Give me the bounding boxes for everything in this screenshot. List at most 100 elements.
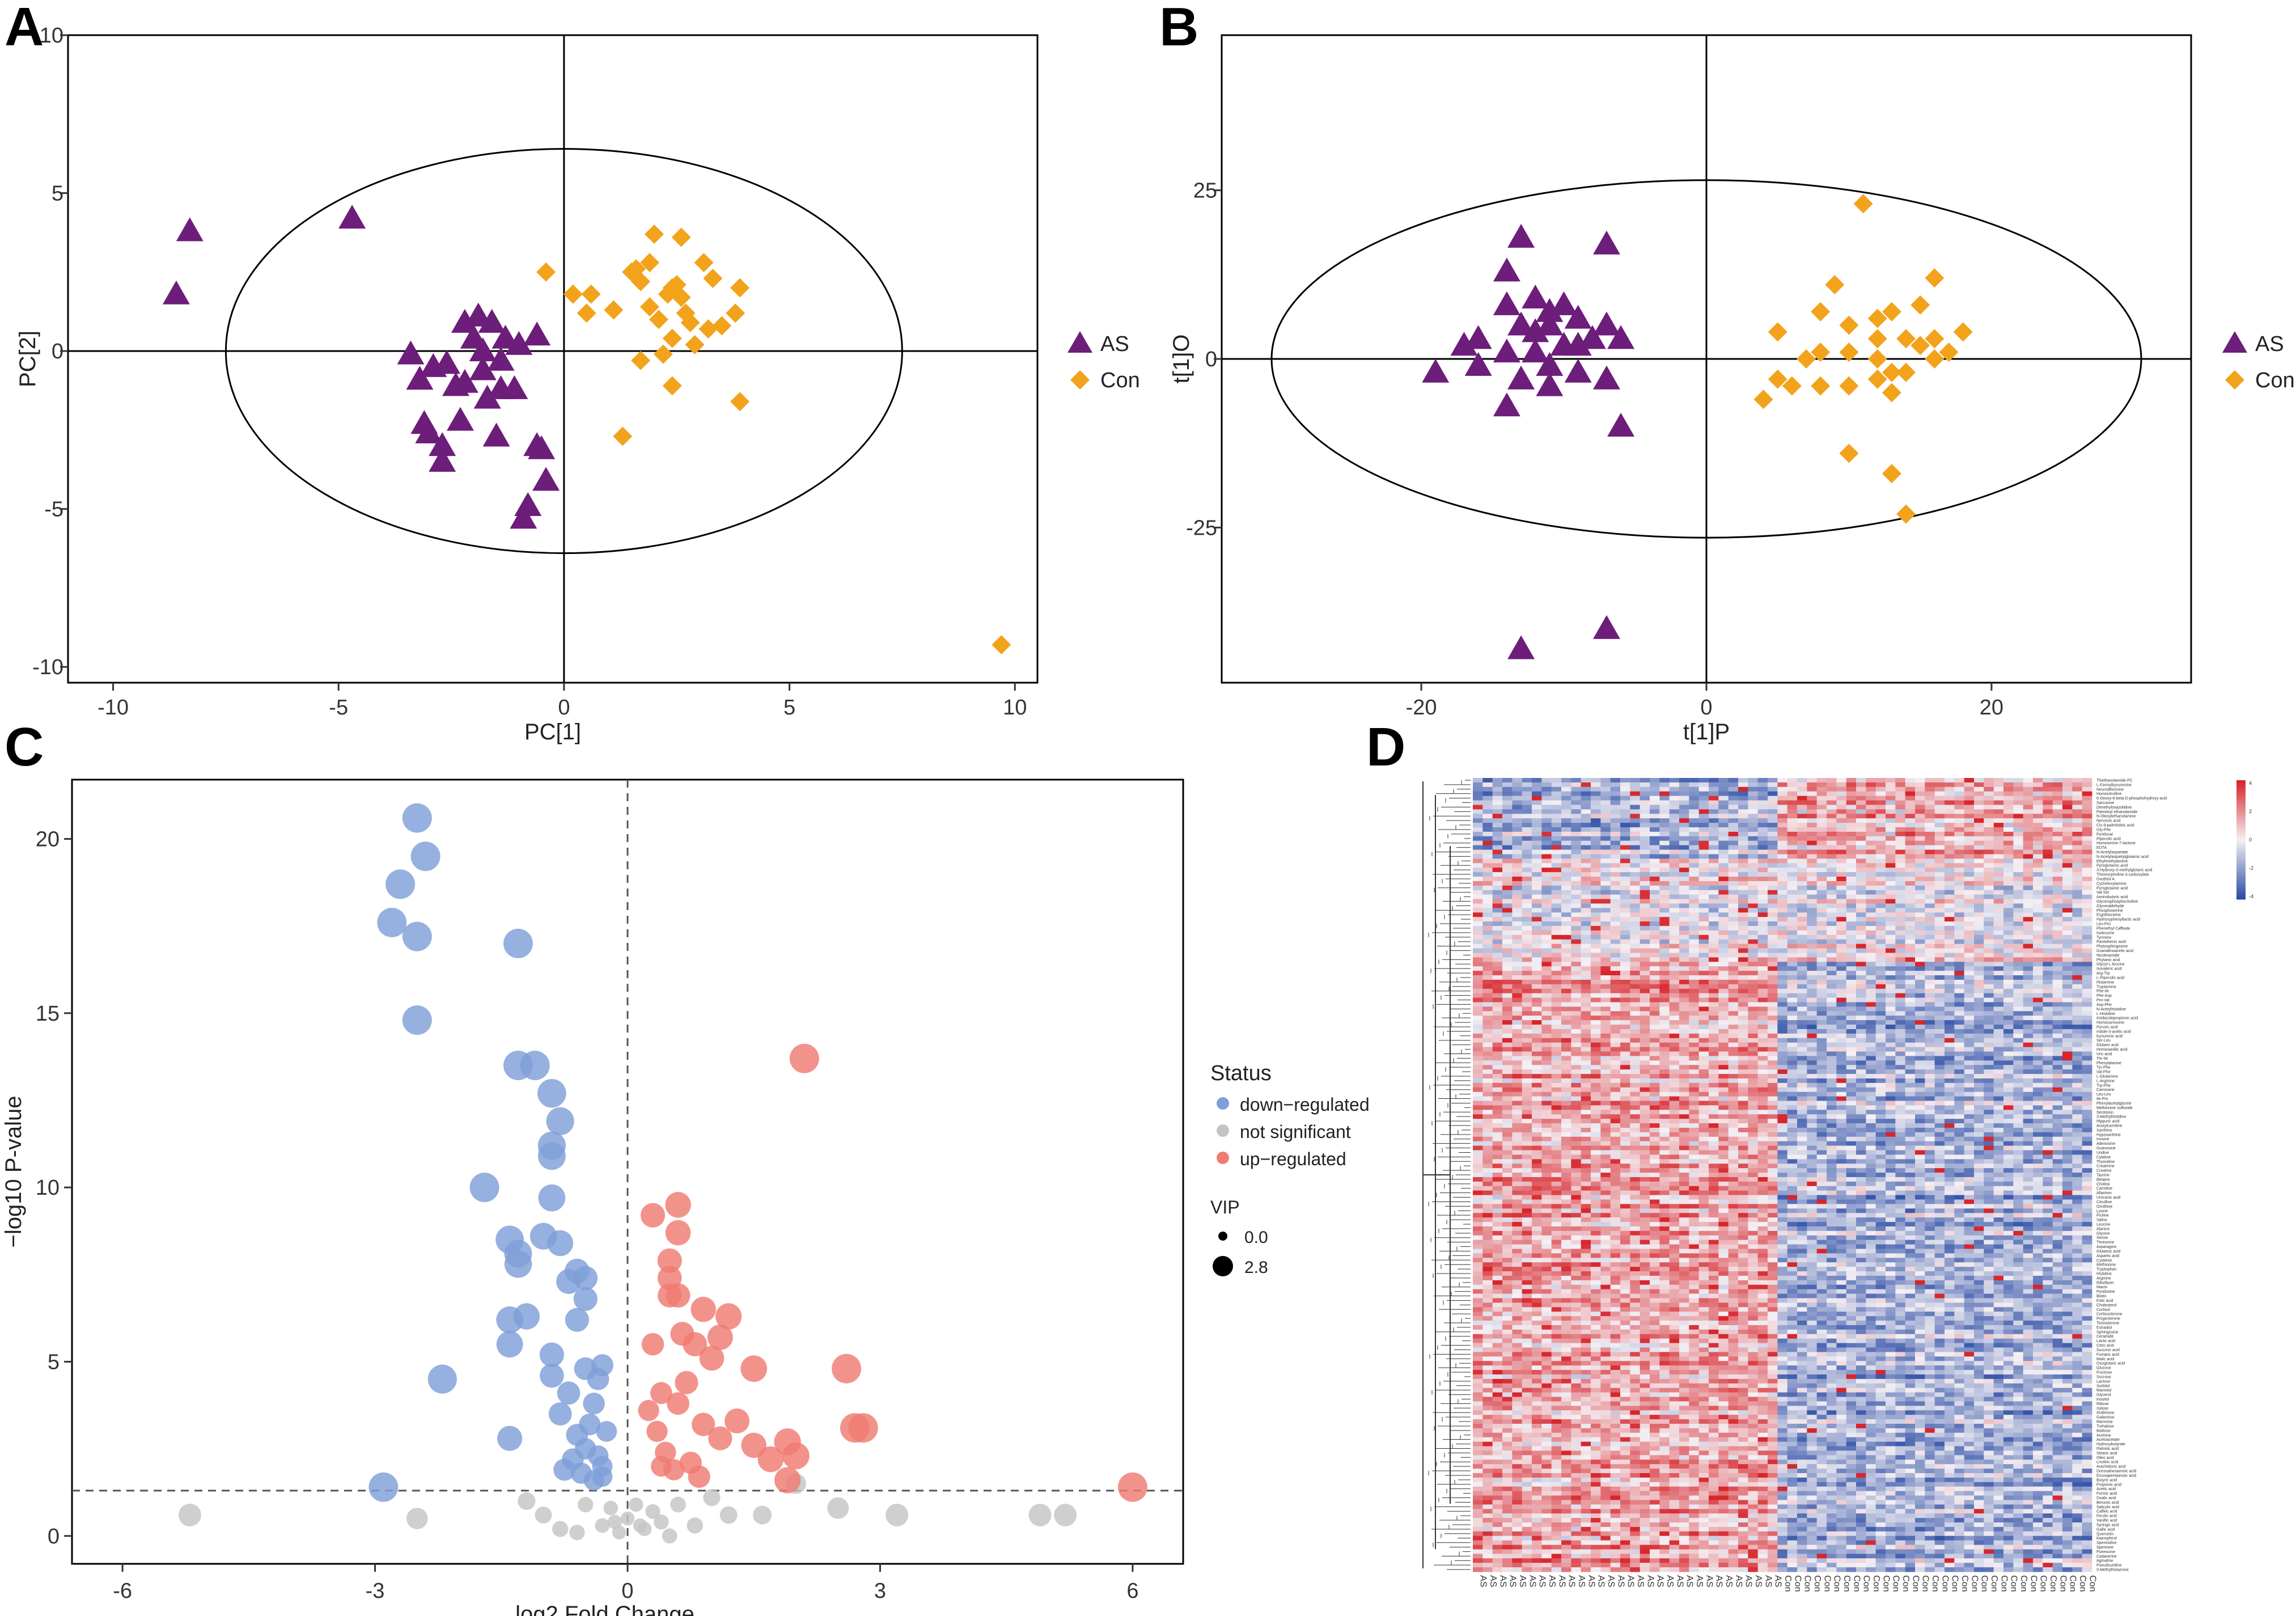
heatmap-cell [2023, 908, 2034, 913]
heatmap-cell [2072, 1051, 2083, 1056]
heatmap-cell [2023, 899, 2034, 904]
heatmap-cell [1993, 979, 2004, 985]
heatmap-cell [2013, 1092, 2024, 1097]
heatmap-cell [1561, 894, 1571, 899]
heatmap-cell [1571, 1033, 1582, 1039]
heatmap-cell [1482, 885, 1493, 891]
heatmap-cell [1610, 1025, 1621, 1030]
heatmap-cell [2052, 1011, 2063, 1016]
heatmap-cell [1659, 1096, 1670, 1101]
heatmap-cell [1787, 1069, 1798, 1074]
heatmap-cell [1846, 1002, 1857, 1007]
heatmap-cell [1561, 1087, 1571, 1093]
heatmap-cell [1620, 1011, 1630, 1016]
heatmap-cell [1689, 979, 1700, 985]
heatmap-cell [1689, 971, 1700, 976]
heatmap-cell [2052, 948, 2063, 953]
heatmap-cell [1738, 934, 1748, 940]
heatmap-cell [1915, 975, 1925, 980]
heatmap-cell [1561, 877, 1571, 882]
heatmap-cell [1532, 818, 1542, 823]
heatmap-cell [2033, 881, 2043, 886]
heatmap-cell [1620, 903, 1630, 908]
heatmap-cell [1797, 831, 1807, 837]
heatmap-cell [1875, 908, 1886, 913]
data-point-con [1753, 390, 1773, 409]
heatmap-cell [1787, 836, 1798, 841]
heatmap-cell [1718, 858, 1729, 864]
heatmap-cell [1777, 948, 1788, 953]
heatmap-cell [1728, 979, 1739, 985]
heatmap-cell [1797, 858, 1807, 864]
heatmap-cell [1797, 868, 1807, 873]
heatmap-cell [1561, 863, 1571, 868]
heatmap-cell [1581, 1033, 1591, 1039]
heatmap-cell [1581, 786, 1591, 792]
heatmap-cell [1709, 926, 1719, 931]
heatmap-cell [1954, 863, 1965, 868]
heatmap-cell [1787, 1060, 1798, 1065]
heatmap-cell [2082, 984, 2092, 989]
heatmap-cell [1709, 997, 1719, 1002]
heatmap-cell [1797, 988, 1807, 994]
heatmap-cell [1807, 1033, 1818, 1039]
heatmap-cell [1875, 778, 1886, 783]
heatmap-cell [1718, 962, 1729, 967]
heatmap-cell [1875, 917, 1886, 922]
heatmap-cell [1482, 1082, 1493, 1088]
heatmap-cell [1482, 948, 1493, 953]
heatmap-cell [1522, 809, 1532, 814]
heatmap-cell [1551, 1092, 1562, 1097]
heatmap-cell [1993, 997, 2004, 1002]
heatmap-cell [1905, 908, 1916, 913]
heatmap-cell [1709, 1101, 1719, 1106]
heatmap-cell [1954, 868, 1965, 873]
heatmap-cell [1777, 953, 1788, 958]
heatmap-cell [1709, 805, 1719, 810]
heatmap-cell [2023, 877, 2034, 882]
heatmap-cell [1679, 863, 1689, 868]
heatmap-cell [1659, 984, 1670, 989]
heatmap-cell [1482, 930, 1493, 936]
heatmap-cell [1895, 1092, 1906, 1097]
heatmap-cell [1895, 908, 1906, 913]
heatmap-cell [1610, 979, 1621, 985]
heatmap-cell [1777, 1038, 1788, 1043]
heatmap-cell [1738, 1029, 1748, 1034]
heatmap-cell [1934, 1078, 1945, 1084]
heatmap-cell [2023, 1101, 2034, 1106]
heatmap-cell [1709, 957, 1719, 962]
heatmap-cell [1797, 1025, 1807, 1030]
heatmap-cell [1689, 814, 1700, 819]
heatmap-cell [2013, 823, 2024, 828]
heatmap-cell [1669, 1002, 1680, 1007]
heatmap-cell [1846, 1051, 1857, 1056]
heatmap-cell [1689, 903, 1700, 908]
heatmap-cell [1797, 917, 1807, 922]
data-point-as [1592, 230, 1620, 255]
heatmap-cell [1807, 849, 1818, 854]
heatmap-cell [2003, 827, 2014, 832]
heatmap-cell [1610, 778, 1621, 783]
heatmap-cell [1581, 1101, 1591, 1106]
heatmap-cell [1669, 1082, 1680, 1088]
heatmap-cell [1709, 1016, 1719, 1021]
heatmap-cell [1482, 988, 1493, 994]
heatmap-cell [1482, 1033, 1493, 1039]
heatmap-cell [1571, 1025, 1582, 1030]
heatmap-cell [1541, 823, 1552, 828]
heatmap-cell [1984, 1065, 1994, 1070]
heatmap-cell [1836, 971, 1847, 976]
heatmap-cell [1905, 868, 1916, 873]
heatmap-cell [2003, 948, 2014, 953]
heatmap-cell [1551, 854, 1562, 859]
heatmap-cell [1650, 805, 1660, 810]
heatmap-cell [1807, 800, 1818, 805]
heatmap-cell [1974, 881, 1984, 886]
heatmap-cell [1620, 840, 1630, 846]
data-point-as [1522, 339, 1549, 363]
heatmap-cell [1974, 1101, 1984, 1106]
heatmap-cell [1581, 975, 1591, 980]
heatmap-cell [2062, 1082, 2073, 1088]
heatmap-cell [1620, 1101, 1630, 1106]
